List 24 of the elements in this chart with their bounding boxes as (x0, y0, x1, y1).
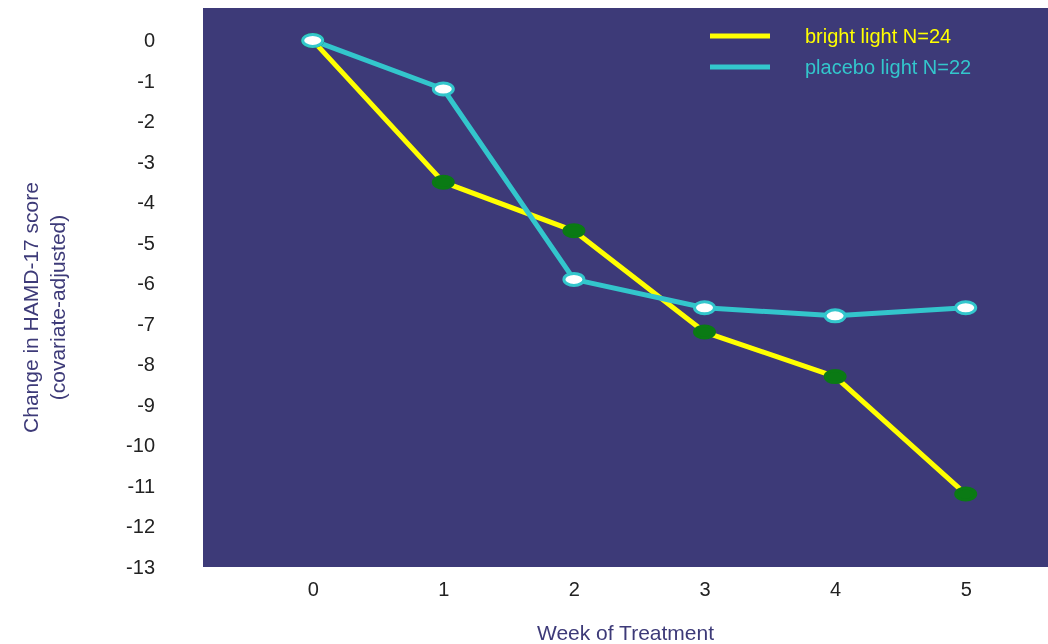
x-tick-label: 1 (438, 578, 450, 601)
x-tick-label: 2 (568, 578, 580, 601)
y-tick-label: -6 (137, 272, 155, 295)
y-axis-title: Change in HAMD-17 score (covariate-adjusted) (19, 182, 69, 433)
x-tick-label: 0 (307, 578, 319, 601)
y-tick-label: -2 (137, 110, 155, 133)
legend-label: placebo light N=22 (805, 56, 972, 78)
y-tick-label: -3 (137, 150, 155, 173)
x-tick-label: 5 (960, 578, 972, 601)
x-tick-label: 3 (699, 578, 711, 601)
x-tick-label: 4 (830, 578, 842, 601)
x-axis-title: Week of Treatment (536, 621, 715, 644)
y-tick-label: -8 (137, 353, 155, 376)
y-tick-label: -11 (127, 474, 155, 497)
y-tick-label: -4 (137, 191, 155, 214)
y-tick-label: -9 (137, 393, 155, 416)
y-tick-label: -1 (137, 69, 155, 92)
y-tick-label: -7 (137, 312, 155, 335)
y-tick-label: -10 (126, 434, 155, 457)
y-tick-label: 0 (143, 29, 155, 52)
y-tick-label: -12 (126, 515, 155, 538)
y-tick-label: -13 (126, 555, 155, 578)
y-tick-label: -5 (137, 231, 155, 254)
legend-label: bright light N=24 (805, 25, 952, 47)
